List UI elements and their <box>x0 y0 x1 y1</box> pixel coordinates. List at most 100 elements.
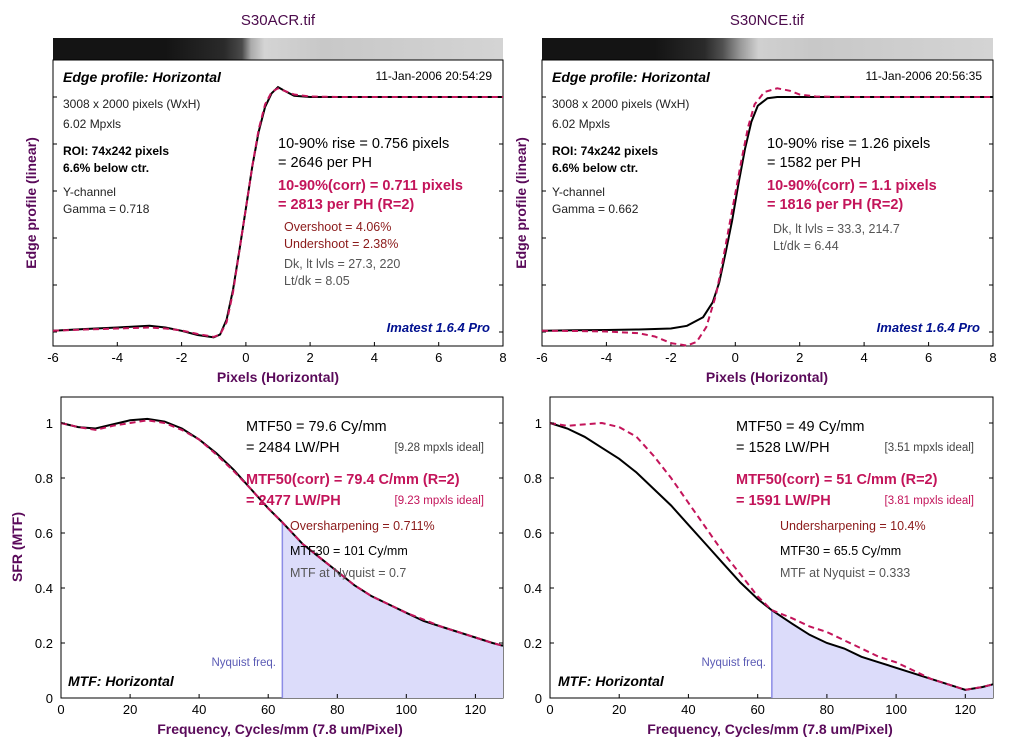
edge-ylabel: Edge profile (linear) <box>23 137 39 268</box>
mtf-plot-right: 1 0.8 0.6 0.4 0.2 0 0 20 40 60 80 100 12… <box>524 396 994 717</box>
tick-label: 0 <box>57 702 64 717</box>
tick-label: 100 <box>885 702 907 717</box>
edge-ylabel: Edge profile (linear) <box>513 137 529 268</box>
mtf50-corr-lwph: = 2477 LW/PH <box>246 493 341 509</box>
tick-label: 0.8 <box>524 471 542 486</box>
nyquist-label: Nyquist freq. <box>701 657 766 669</box>
megapixels: 6.02 Mpxls <box>63 117 121 131</box>
light-dark-ratio: Lt/dk = 8.05 <box>284 274 350 288</box>
tick-label: 0 <box>546 702 553 717</box>
tick-label: -2 <box>665 350 677 365</box>
tick-label: 0 <box>242 350 249 365</box>
mtf-corrected-line <box>60 419 504 647</box>
tick-label: -2 <box>176 350 188 365</box>
mtf50-corr: MTF50(corr) = 51 C/mm (R=2) <box>736 472 938 488</box>
roi-size: ROI: 74x242 pixels <box>63 144 169 158</box>
edge-image-strip <box>53 38 503 60</box>
mtf50: MTF50 = 79.6 Cy/mm <box>246 419 387 435</box>
mtf50-corr: MTF50(corr) = 79.4 C/mm (R=2) <box>246 472 460 488</box>
tick-label: 0.4 <box>524 581 542 596</box>
tick-label: 6 <box>925 350 932 365</box>
mtf-ticks <box>61 422 503 698</box>
edge-date: 11-Jan-2006 20:54:29 <box>375 69 492 83</box>
imatest-brand: Imatest 1.6.4 Pro <box>877 320 980 335</box>
dark-light-levels: Dk, lt lvls = 27.3, 220 <box>284 257 400 271</box>
sharpening: Undersharpening = 10.4% <box>780 519 926 533</box>
mtf-subtitle: MTF: Horizontal <box>68 673 175 689</box>
sharpening: Oversharpening = 0.711% <box>290 519 435 533</box>
mtf-at-nyquist: MTF at Nyquist = 0.333 <box>780 566 910 580</box>
edge-subtitle: Edge profile: Horizontal <box>552 69 711 85</box>
roi-position: 6.6% below ctr. <box>552 161 638 175</box>
tick-label: -6 <box>536 350 548 365</box>
rise-corr-value: 10-90%(corr) = 0.711 pixels <box>278 178 463 194</box>
mtf-plot-left: 1 0.8 0.6 0.4 0.2 0 0 20 40 60 80 100 12… <box>35 396 504 717</box>
tick-label: -6 <box>47 350 59 365</box>
mtf-xlabel: Frequency, Cycles/mm (7.8 um/Pixel) <box>157 721 403 737</box>
tick-label: 0.4 <box>35 581 53 596</box>
nyquist-label: Nyquist freq. <box>211 657 276 669</box>
mtf50-corr-ideal: [3.81 mpxls ideal] <box>885 495 975 507</box>
tick-label: 0.2 <box>524 636 542 651</box>
gamma: Gamma = 0.662 <box>552 202 639 216</box>
tick-label: 120 <box>954 702 976 717</box>
mtf-measured-line <box>549 422 994 691</box>
rise-corr-per-ph: = 2813 per PH (R=2) <box>278 197 414 213</box>
mtf50-corr-lwph: = 1591 LW/PH <box>736 493 831 509</box>
edge-corrected-line <box>52 87 503 338</box>
edge-plot-left: -6 -4 -2 0 2 4 6 8 Edge profile: Horizon… <box>47 59 507 365</box>
mtf-at-nyquist: MTF at Nyquist = 0.7 <box>290 566 406 580</box>
mtf-ticks <box>550 422 993 698</box>
edge-xtick-labels: -6 -4 -2 0 2 4 6 8 <box>536 350 996 365</box>
tick-label: 1 <box>535 416 542 431</box>
rise-per-ph: = 1582 per PH <box>767 155 861 171</box>
tick-label: 4 <box>371 350 378 365</box>
mtf50-corr-ideal: [9.23 mpxls ideal] <box>395 495 485 507</box>
image-size: 3008 x 2000 pixels (WxH) <box>63 97 200 111</box>
tick-label: 6 <box>435 350 442 365</box>
mtf30: MTF30 = 101 Cy/mm <box>290 544 408 558</box>
tick-label: 0.6 <box>524 526 542 541</box>
megapixels: 6.02 Mpxls <box>552 117 610 131</box>
edge-subtitle: Edge profile: Horizontal <box>63 69 222 85</box>
tick-label: 8 <box>499 350 506 365</box>
tick-label: 40 <box>192 702 206 717</box>
edge-xticks <box>52 342 504 346</box>
tick-label: 0.8 <box>35 471 53 486</box>
tick-label: 120 <box>465 702 487 717</box>
channel: Y-channel <box>63 185 116 199</box>
edge-yticks <box>542 96 993 333</box>
tick-label: 100 <box>395 702 417 717</box>
edge-xlabel: Pixels (Horizontal) <box>706 369 828 385</box>
tick-label: 0.2 <box>35 636 53 651</box>
tick-label: 8 <box>989 350 996 365</box>
roi-size: ROI: 74x242 pixels <box>552 144 658 158</box>
rise-value: 10-90% rise = 1.26 pixels <box>767 136 930 152</box>
mtf50-ideal: [3.51 mpxls ideal] <box>885 442 975 454</box>
edge-image-strip <box>542 38 993 60</box>
edge-xtick-labels: -6 -4 -2 0 2 4 6 8 <box>47 350 506 365</box>
rise-value: 10-90% rise = 0.756 pixels <box>278 136 449 152</box>
edge-date: 11-Jan-2006 20:56:35 <box>865 69 982 83</box>
tick-label: 0 <box>732 350 739 365</box>
mtf-subtitle: MTF: Horizontal <box>558 673 665 689</box>
tick-label: 4 <box>860 350 867 365</box>
mtf50-lwph: = 1528 LW/PH <box>736 440 830 456</box>
tick-label: -4 <box>112 350 124 365</box>
mtf-xtick-labels: 0 20 40 60 80 100 120 <box>57 702 486 717</box>
dark-light-levels: Dk, lt lvls = 33.3, 214.7 <box>773 222 900 236</box>
rise-corr-per-ph: = 1816 per PH (R=2) <box>767 197 903 213</box>
edge-plot-right: -6 -4 -2 0 2 4 6 8 Edge profile: Horizon… <box>536 59 997 365</box>
tick-label: 1 <box>46 416 53 431</box>
roi-position: 6.6% below ctr. <box>63 161 149 175</box>
mtf50-ideal: [9.28 mpxls ideal] <box>395 442 485 454</box>
tick-label: 60 <box>261 702 275 717</box>
tick-label: 2 <box>306 350 313 365</box>
tick-label: 20 <box>123 702 137 717</box>
panel-title-left: S30ACR.tif <box>241 12 316 29</box>
undershoot: Undershoot = 2.38% <box>284 237 398 251</box>
channel: Y-channel <box>552 185 605 199</box>
nyquist-region-fill <box>282 522 503 698</box>
tick-label: 0 <box>46 691 53 706</box>
rise-corr-value: 10-90%(corr) = 1.1 pixels <box>767 178 937 194</box>
